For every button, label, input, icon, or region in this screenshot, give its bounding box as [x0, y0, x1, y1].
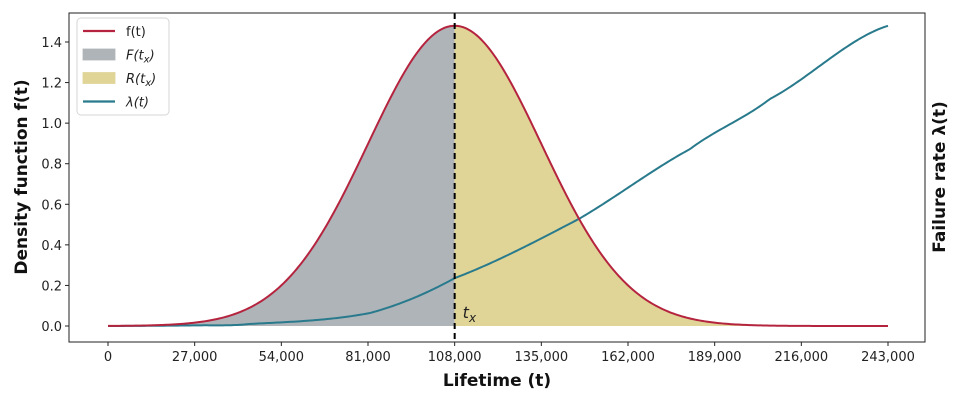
y-tick-label: 1.4 — [41, 36, 62, 51]
legend-label-base: f(t) — [126, 25, 146, 40]
tx-label-sub: x — [468, 311, 477, 325]
area-fills — [108, 25, 888, 327]
legend-label-base: λ(t) — [125, 96, 149, 111]
y-axis-label: Density function f(t) — [12, 79, 32, 274]
x-tick-label: 243,000 — [861, 350, 915, 365]
legend-label-base: F(t — [126, 49, 145, 64]
x-tick-label: 216,000 — [774, 350, 828, 365]
legend-label-close: ) — [149, 49, 155, 64]
cdf-fill-area — [108, 25, 455, 327]
x-tick-label: 162,000 — [601, 350, 655, 365]
reliability-fill-area — [454, 25, 888, 327]
x-tick-label: 81,000 — [345, 350, 391, 365]
legend-label: F(tx) — [126, 49, 155, 66]
series-lines — [107, 24, 889, 327]
y-axis-label-right: Failure rate λ(t) — [930, 101, 950, 253]
y-axis-ticks: 0.0 0.2 0.4 0.6 0.8 1.0 1.2 1.4 — [41, 36, 69, 335]
x-tick-label: 108,000 — [428, 350, 482, 365]
legend-label: R(tx) — [126, 72, 156, 89]
x-tick-label: 135,000 — [514, 350, 568, 365]
legend-swatch-patch — [82, 72, 116, 84]
failure-rate-line — [107, 24, 889, 327]
legend-label-sub: x — [144, 78, 151, 89]
y-tick-label: 1.0 — [41, 117, 62, 132]
y-tick-label: 0.8 — [41, 158, 62, 173]
x-axis-label: Lifetime (t) — [443, 371, 551, 391]
y-tick-label: 0.0 — [41, 320, 62, 335]
legend-box — [76, 17, 170, 116]
legend: f(t)F(tx)R(tx)λ(t) — [76, 17, 170, 116]
tx-label-base: t — [463, 303, 470, 322]
x-tick-label: 0 — [104, 350, 112, 365]
y-tick-label: 0.2 — [41, 279, 62, 294]
y-tick-label: 0.4 — [41, 239, 62, 254]
legend-label: f(t) — [126, 25, 146, 40]
tx-annotation: tx — [463, 303, 477, 325]
x-tick-label: 54,000 — [259, 350, 305, 365]
legend-label: λ(t) — [125, 96, 149, 111]
legend-swatch-patch — [82, 48, 116, 61]
legend-label-base: R(t — [126, 72, 146, 87]
x-tick-label: 189,000 — [688, 350, 742, 365]
y-tick-label: 1.2 — [41, 77, 62, 92]
x-axis-ticks: 0 27,000 54,000 81,000 108,000 135,000 162,000… — [104, 342, 915, 365]
density-line — [107, 24, 888, 327]
y-tick-label: 0.6 — [41, 198, 62, 213]
legend-label-sub: x — [143, 55, 150, 66]
x-tick-label: 27,000 — [172, 350, 218, 365]
plot-frame — [68, 12, 926, 343]
legend-label-close: ) — [150, 72, 156, 87]
